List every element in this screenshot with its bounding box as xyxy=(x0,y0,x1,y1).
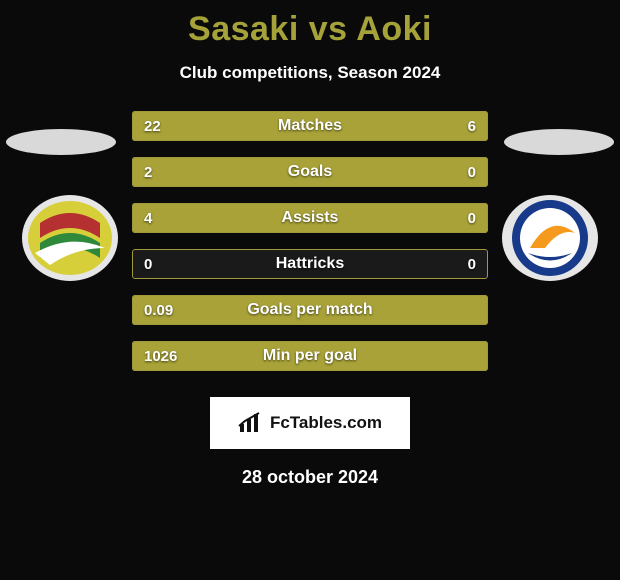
bar-border xyxy=(132,341,488,371)
club-logo-left xyxy=(20,193,120,283)
bar-border xyxy=(132,203,488,233)
stat-row: 40Assists xyxy=(132,203,488,233)
stat-row: 0.09Goals per match xyxy=(132,295,488,325)
stat-row: 20Goals xyxy=(132,157,488,187)
vs-label: vs xyxy=(309,10,348,48)
subtitle: Club competitions, Season 2024 xyxy=(0,63,620,83)
stat-bars-container: 226Matches 20Goals 40Assists 00Hattricks 0.0… xyxy=(132,111,488,387)
brand-text: FcTables.com xyxy=(270,413,382,433)
player1-name: Sasaki xyxy=(188,10,299,48)
bar-border xyxy=(132,249,488,279)
brand-box[interactable]: FcTables.com xyxy=(210,397,410,449)
stat-row: 00Hattricks xyxy=(132,249,488,279)
bar-border xyxy=(132,157,488,187)
player2-name: Aoki xyxy=(356,10,432,48)
date-line: 28 october 2024 xyxy=(0,467,620,488)
bar-border xyxy=(132,295,488,325)
bar-chart-icon xyxy=(238,412,264,434)
right-ellipse-decor xyxy=(504,129,614,155)
club-logo-right xyxy=(500,193,600,283)
bar-border xyxy=(132,111,488,141)
left-ellipse-decor xyxy=(6,129,116,155)
page-title: Sasaki vs Aoki xyxy=(0,0,620,49)
stat-row: 1026Min per goal xyxy=(132,341,488,371)
stat-row: 226Matches xyxy=(132,111,488,141)
comparison-stage: 226Matches 20Goals 40Assists 00Hattricks 0.0… xyxy=(0,111,620,391)
